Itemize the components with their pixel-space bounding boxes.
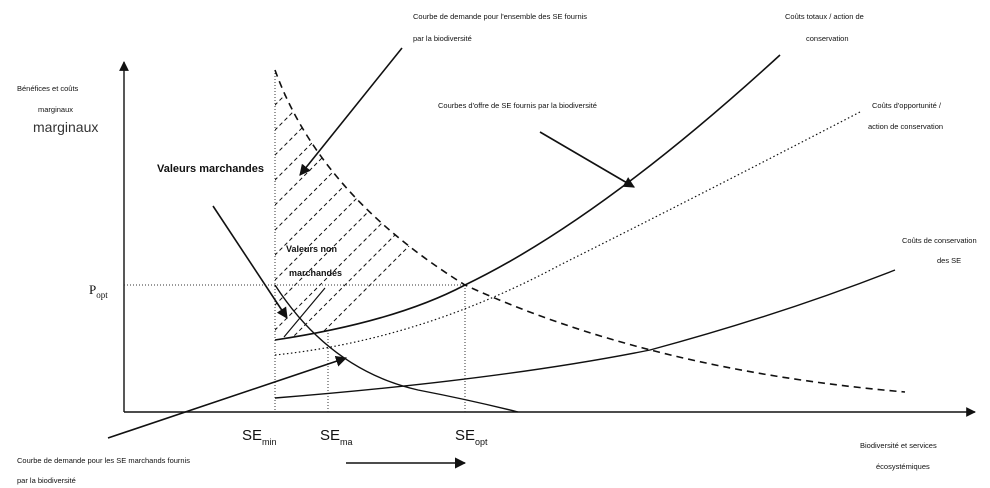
y-label-line1: Bénéfices et coûts bbox=[17, 84, 79, 93]
y-label-line2: marginaux bbox=[38, 105, 73, 114]
arrow-market-values bbox=[212, 205, 288, 319]
tick-se-min: SEmin bbox=[242, 427, 277, 447]
label-demand-market-line1: Courbe de demande pour les SE marchands … bbox=[17, 456, 190, 465]
label-conservation-line1: Coûts de conservation bbox=[902, 236, 977, 245]
arrow-non-market bbox=[283, 287, 326, 338]
conservation-costs-curve bbox=[274, 269, 896, 399]
label-non-market-line1: Valeurs non bbox=[286, 244, 337, 254]
arrow-demand-total bbox=[299, 47, 403, 176]
opportunity-costs-curve bbox=[274, 111, 861, 356]
p-opt-label: Popt bbox=[89, 282, 108, 300]
tick-se-ma: SEma bbox=[320, 427, 353, 447]
label-demand-total-line2: par la biodiversité bbox=[413, 34, 472, 43]
label-market-values: Valeurs marchandes bbox=[157, 163, 264, 175]
x-label-line2: écosystémiques bbox=[876, 462, 930, 471]
label-opportunity-line2: action de conservation bbox=[868, 122, 943, 131]
x-label-line1: Biodiversité et services bbox=[860, 441, 937, 450]
y-label-ghost: marginaux bbox=[33, 119, 98, 135]
total-costs-curve bbox=[274, 54, 781, 341]
market-demand-curve bbox=[274, 284, 519, 413]
label-demand-market-line2: par la biodiversité bbox=[17, 476, 76, 485]
label-conservation-line2: des SE bbox=[937, 256, 961, 265]
label-demand-total-line1: Courbe de demande pour l'ensemble des SE… bbox=[413, 12, 587, 21]
label-opportunity-line1: Coûts d'opportunité / bbox=[872, 101, 942, 110]
arrow-market-demand bbox=[107, 355, 348, 439]
label-total-costs-line1: Coûts totaux / action de bbox=[785, 12, 864, 21]
tick-se-opt: SEopt bbox=[455, 427, 488, 447]
label-non-market-line2: marchandes bbox=[289, 268, 342, 278]
arrow-supply-curves bbox=[539, 131, 635, 188]
total-demand-curve bbox=[274, 69, 906, 393]
label-total-costs-line2: conservation bbox=[806, 34, 849, 43]
label-supply-curves: Courbes d'offre de SE fournis par la bio… bbox=[438, 101, 597, 110]
